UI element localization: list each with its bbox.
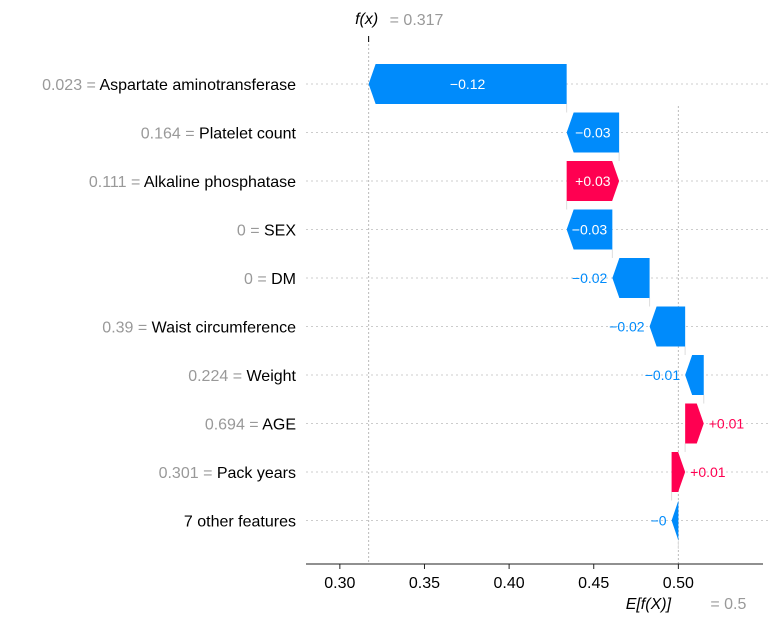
bar-value-label: −0.12 <box>450 76 486 92</box>
waterfall-bar <box>685 355 704 395</box>
feature-name: Platelet count <box>199 126 297 143</box>
waterfall-bar <box>566 209 613 250</box>
waterfall-bar <box>671 500 679 541</box>
bar-value-label: −0.03 <box>572 222 608 238</box>
waterfall-bar <box>649 306 686 347</box>
base-value-text: = 0.5 <box>710 596 746 613</box>
feature-name: 7 other features <box>184 514 296 531</box>
feature-value: 0.224 = <box>188 368 246 385</box>
bar-value-label: −0.01 <box>645 367 681 383</box>
fx-value: = 0.317 <box>390 12 444 29</box>
waterfall-bar <box>368 64 567 104</box>
feature-label: 0.694 = AGE <box>205 417 296 434</box>
waterfall-bar <box>566 161 620 201</box>
reference-lines <box>368 36 705 564</box>
feature-value: 0 = <box>237 223 264 240</box>
bar-value-label: +0.01 <box>690 464 726 480</box>
waterfall-bar <box>612 258 650 298</box>
feature-name: Aspartate aminotransferase <box>99 77 296 94</box>
fx-label: f(x) <box>355 11 378 28</box>
feature-value: 0.39 = <box>102 320 151 337</box>
x-tick-label: 0.35 <box>409 575 440 592</box>
x-tick-label: 0.30 <box>324 575 355 592</box>
bar-value-label: +0.03 <box>575 173 611 189</box>
feature-name: SEX <box>264 223 296 240</box>
base-value-annotation: E[f(X)] = 0.5 <box>626 596 747 613</box>
waterfall-bar <box>566 112 620 153</box>
feature-value: 0 = <box>244 271 271 288</box>
feature-label: 0.164 = Platelet count <box>141 126 297 143</box>
feature-label: 0.301 = Pack years <box>159 465 296 482</box>
feature-labels-group: 0.023 = Aspartate aminotransferase 0.164 … <box>42 77 296 531</box>
waterfall-bar <box>671 452 686 492</box>
feature-value: 0.301 = <box>159 465 217 482</box>
fx-annotation: f(x) = 0.317 <box>355 11 443 29</box>
feature-value: 0.694 = <box>205 417 262 434</box>
feature-name: Weight <box>246 368 296 385</box>
bar-value-label: −0.02 <box>609 319 645 335</box>
waterfall-bar <box>685 403 704 444</box>
feature-name: Pack years <box>217 465 296 482</box>
feature-name: Alkaline phosphatase <box>144 174 296 191</box>
feature-label: 0 = DM <box>244 271 296 288</box>
bar-value-label: −0.02 <box>572 270 608 286</box>
feature-label: 0.023 = Aspartate aminotransferase <box>42 77 296 94</box>
bar-value-label: +0.01 <box>709 416 745 432</box>
feature-name: DM <box>271 271 296 288</box>
feature-label: 0.39 = Waist circumference <box>102 320 296 337</box>
feature-name: Waist circumference <box>152 320 296 337</box>
feature-name: AGE <box>262 417 296 434</box>
feature-value: 0.111 = <box>89 174 144 191</box>
feature-value: 0.164 = <box>141 126 199 143</box>
x-tick-label: 0.50 <box>663 575 694 592</box>
feature-label: 0.224 = Weight <box>188 368 296 385</box>
x-tick-label: 0.40 <box>494 575 525 592</box>
row-gridlines <box>306 83 771 521</box>
feature-value: 0.023 = <box>42 77 99 94</box>
bars-group: −0.12 −0.03 +0.03 −0.03 −0.02 −0.02 −0.01 +0.01… <box>368 64 745 541</box>
x-axis: 0.30 0.35 0.40 0.45 0.50 <box>306 563 763 592</box>
bar-value-label: −0.03 <box>575 125 611 141</box>
feature-label: 7 other features <box>184 514 296 531</box>
feature-label: 0 = SEX <box>237 223 296 240</box>
feature-label: 0.111 = Alkaline phosphatase <box>89 174 296 191</box>
bar-value-label: −0 <box>651 513 667 529</box>
base-value-label: E[f(X)] <box>626 596 672 613</box>
x-tick-label: 0.45 <box>578 575 609 592</box>
